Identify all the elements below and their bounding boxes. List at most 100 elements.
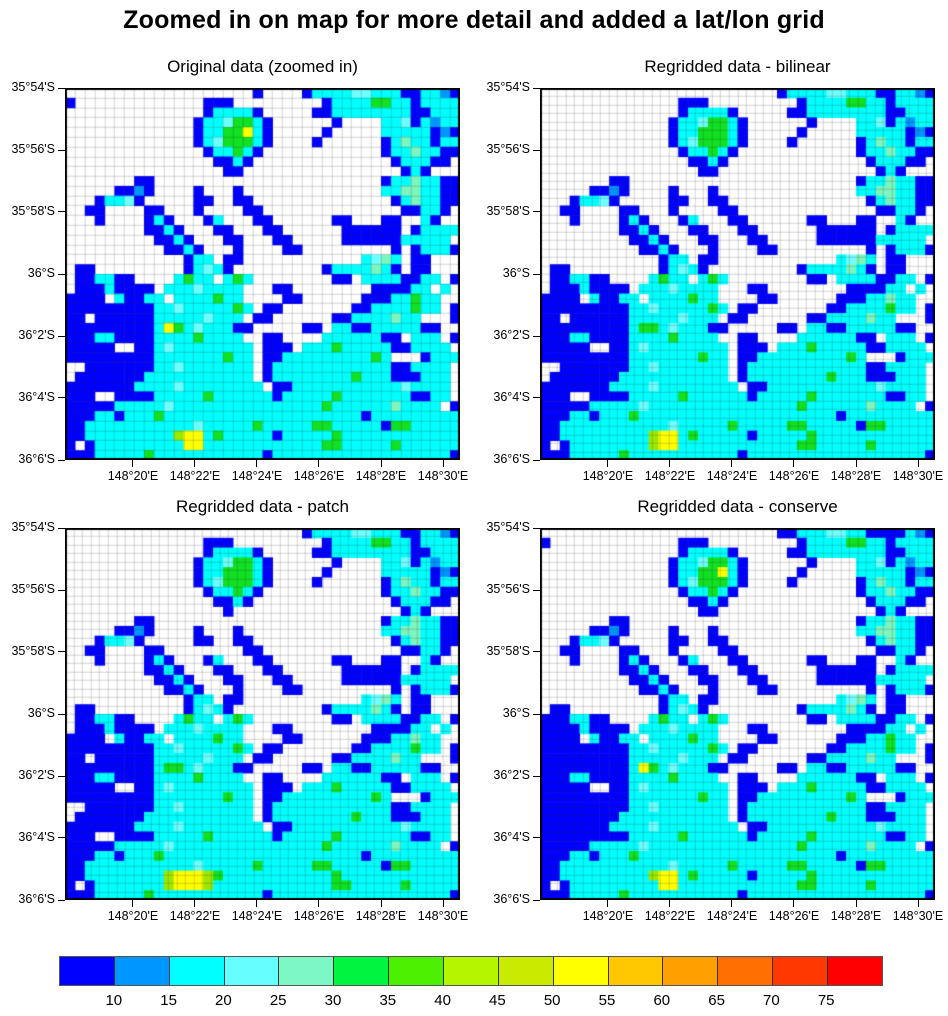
lon-tick-mark <box>380 460 382 467</box>
panel-patch: Regridded data - patch 35°54'S 35°56'S 35°… <box>11 497 468 923</box>
map-canvas-original <box>65 88 460 460</box>
lat-tick-label: 36°4'S <box>18 829 55 844</box>
lon-tick-mark <box>607 900 609 907</box>
lat-tick-label: 35°54'S <box>486 520 530 534</box>
lat-tick-mark <box>533 149 540 151</box>
figure-title: Zoomed in on map for more detail and add… <box>123 6 825 34</box>
lon-tick-label: 148°30'E <box>892 909 944 923</box>
lon-tick-mark <box>917 460 919 467</box>
lon-tick-mark <box>256 460 258 467</box>
lon-tick-label: 148°22'E <box>644 469 696 483</box>
lon-tick-label: 148°24'E <box>231 909 283 923</box>
colorbar-segment <box>60 957 115 985</box>
lon-tick-mark <box>194 460 196 467</box>
lon-tick-label: 148°28'E <box>830 909 882 923</box>
lon-tick-mark <box>318 460 320 467</box>
colorbar-tick-label: 70 <box>763 992 780 1009</box>
lat-tick-mark <box>533 273 540 275</box>
lon-tick-mark <box>669 460 671 467</box>
colorbar-tick-label: 20 <box>215 992 232 1009</box>
lat-tick-mark <box>58 713 65 715</box>
lon-tick-label: 148°28'E <box>355 909 407 923</box>
colorbar-labels: 10 15 20 25 30 35 40 45 50 55 60 65 70 75 <box>59 992 883 1010</box>
map-canvas-patch <box>65 528 460 900</box>
lat-tick-mark <box>58 775 65 777</box>
lat-tick-label: 35°58'S <box>11 203 55 218</box>
lat-tick-mark <box>533 527 540 529</box>
lat-tick-mark <box>58 335 65 337</box>
colorbar-segment <box>169 957 225 985</box>
colorbar-tick-label: 40 <box>434 992 451 1009</box>
lat-tick-mark <box>58 899 65 901</box>
lon-tick-mark <box>793 900 795 907</box>
lat-tick-mark <box>58 589 65 591</box>
lat-tick-mark <box>58 651 65 653</box>
lat-tick-mark <box>533 87 540 89</box>
colorbar-tick-label: 50 <box>543 992 561 1009</box>
colorbar-segment <box>389 957 445 985</box>
lon-tick-label: 148°20'E <box>107 469 159 483</box>
colorbar-tick-label: 60 <box>653 992 671 1009</box>
colorbar-segment <box>608 957 664 985</box>
colorbar-segment <box>224 957 280 985</box>
lat-tick-label: 35°58'S <box>11 643 55 658</box>
colorbar-tick-label: 45 <box>489 992 506 1009</box>
lat-tick-mark <box>58 397 65 399</box>
colorbar-tick-label: 10 <box>105 992 123 1009</box>
colorbar-segment <box>773 957 829 985</box>
lat-tick-mark <box>533 713 540 715</box>
lat-tick-label: 36°S <box>27 266 55 280</box>
lon-tick-mark <box>380 900 382 907</box>
lat-tick-label: 36°4'S <box>18 389 55 404</box>
colorbar-segment <box>498 957 554 985</box>
panel-bilinear: Regridded data - bilinear 35°54'S 35°56'S… <box>486 57 943 483</box>
lon-tick-mark <box>855 460 857 467</box>
lat-tick-mark <box>533 459 540 461</box>
lat-tick-mark <box>58 837 65 839</box>
colorbar-tick-label: 75 <box>817 992 835 1009</box>
lat-tick-mark <box>58 273 65 275</box>
panel-conserve: Regridded data - conserve 35°54'S 35°56'S… <box>486 497 943 923</box>
lat-tick-label: 36°2'S <box>493 328 530 342</box>
lon-tick-label: 148°26'E <box>293 469 345 483</box>
colorbar-tick-label: 15 <box>160 992 177 1009</box>
lon-tick-label: 148°28'E <box>830 469 882 483</box>
lon-tick-label: 148°28'E <box>355 469 407 483</box>
lat-tick-mark <box>533 651 540 653</box>
lat-tick-label: 36°4'S <box>493 389 530 404</box>
lon-tick-mark <box>132 460 134 467</box>
lat-tick-label: 36°S <box>502 266 530 280</box>
lon-tick-mark <box>793 460 795 467</box>
lat-tick-label: 36°S <box>502 706 530 720</box>
panel-original-data: Original data (zoomed in) 35°54'S 35°56'S… <box>11 57 468 483</box>
lat-tick-mark <box>58 527 65 529</box>
lat-tick-mark <box>58 87 65 89</box>
colorbar-segment <box>718 957 774 985</box>
panel-title-original: Original data (zoomed in) <box>167 57 358 76</box>
lat-tick-mark <box>533 775 540 777</box>
lat-tick-label: 36°S <box>27 706 55 720</box>
lat-tick-mark <box>533 397 540 399</box>
panel-title-patch: Regridded data - patch <box>176 497 349 516</box>
lon-tick-label: 148°26'E <box>768 469 820 483</box>
lon-tick-label: 148°24'E <box>231 469 283 483</box>
map-canvas-bilinear <box>540 88 935 460</box>
lat-tick-label: 35°54'S <box>486 80 530 94</box>
lon-tick-mark <box>607 460 609 467</box>
colorbar-segment <box>553 957 609 985</box>
colorbar-segment <box>828 957 882 985</box>
lat-tick-mark <box>58 149 65 151</box>
lon-tick-mark <box>917 900 919 907</box>
colorbar-tick-label: 65 <box>708 992 725 1009</box>
lon-tick-mark <box>442 900 444 907</box>
lat-tick-label: 35°54'S <box>11 520 55 534</box>
colorbar <box>59 956 883 986</box>
lon-tick-label: 148°30'E <box>892 469 944 483</box>
lon-tick-label: 148°26'E <box>768 909 820 923</box>
lon-tick-mark <box>442 460 444 467</box>
colorbar-tick-label: 55 <box>598 992 616 1009</box>
colorbar-tick-label: 35 <box>379 992 397 1009</box>
lon-tick-mark <box>669 900 671 907</box>
lat-tick-label: 35°54'S <box>11 80 55 94</box>
colorbar-segment <box>663 957 719 985</box>
